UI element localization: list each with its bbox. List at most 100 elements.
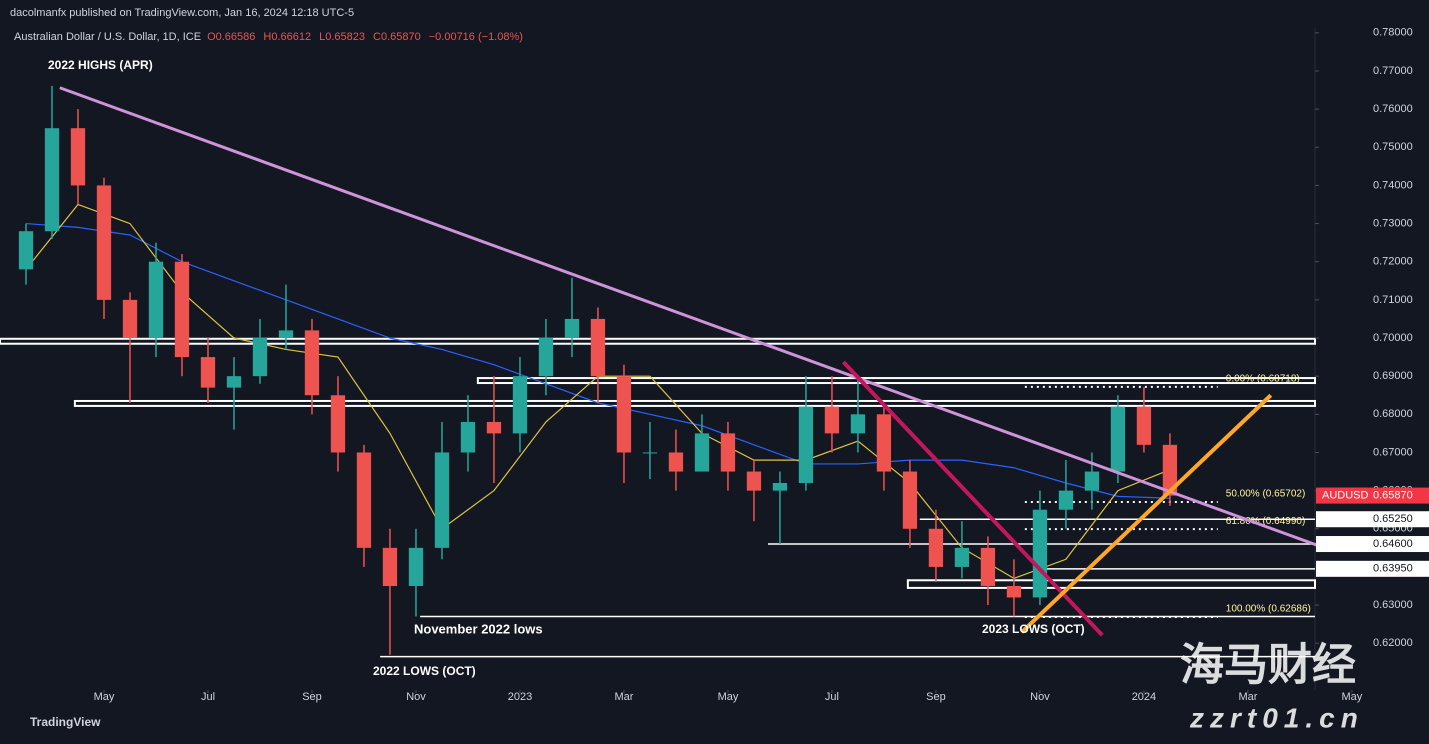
candle-body — [694, 433, 710, 472]
y-tick-label: 0.78000 — [1373, 27, 1413, 39]
x-tick-label: May — [718, 691, 739, 703]
trendline — [59, 86, 1318, 547]
y-tick-label: 0.63000 — [1373, 599, 1413, 611]
legend-value: H0.66612 — [263, 31, 311, 43]
axes: 0.78000 0.77000 0.76000 0.75000 0.74000 0.730… — [94, 27, 1429, 703]
x-tick-label: 2023 — [508, 691, 532, 703]
y-tick-label: 0.73000 — [1373, 217, 1413, 229]
candle-body — [564, 318, 580, 339]
y-tick-label: 0.77000 — [1373, 65, 1413, 77]
x-tick-label: Mar — [614, 691, 633, 703]
annotation: November 2022 lows — [414, 621, 543, 636]
annotation: 2022 HIGHS (APR) — [48, 58, 153, 72]
x-tick-label: May — [1342, 691, 1363, 703]
legend-value: C0.65870 — [373, 31, 421, 43]
candle-body — [772, 482, 788, 491]
price-label: 0.64600 — [1373, 538, 1413, 550]
y-tick-label: 0.74000 — [1373, 179, 1413, 191]
candle-body — [70, 128, 86, 186]
watermark: 海马财经 — [1180, 641, 1356, 690]
candle-body — [278, 330, 294, 339]
candle-body — [746, 471, 762, 491]
candle-body — [18, 231, 34, 270]
candle-body — [1032, 509, 1048, 598]
legend-value: O0.66586 — [207, 31, 255, 43]
y-tick-label: 0.62000 — [1373, 637, 1413, 649]
x-tick-label: May — [94, 691, 115, 703]
candle-body — [460, 421, 476, 453]
candle-body — [642, 452, 658, 454]
candle-body — [174, 261, 190, 358]
candle-body — [616, 376, 632, 453]
candle-body — [798, 406, 814, 483]
trendline — [841, 360, 1104, 637]
candle-body — [44, 128, 60, 232]
candle-body — [252, 338, 268, 377]
x-tick-label: Sep — [926, 691, 946, 703]
x-tick-label: Jul — [825, 691, 839, 703]
candle-body — [148, 261, 164, 339]
fib-label: 100.00% (0.62686) — [1226, 604, 1311, 615]
x-tick-label: Nov — [406, 691, 426, 703]
candle-body — [356, 452, 372, 548]
candle-body — [538, 338, 554, 377]
candle-body — [304, 330, 320, 396]
price-label-box — [1316, 511, 1429, 528]
candle-body — [928, 528, 944, 567]
plot-area: 0.00% (0.68718) 50.00% (0.65702) 61.80% (0… — [0, 85, 1318, 658]
candle-body — [330, 395, 346, 453]
candle-body — [824, 406, 840, 434]
candle-body — [1162, 444, 1178, 496]
y-tick-label: 0.72000 — [1373, 256, 1413, 268]
y-tick-label: 0.69000 — [1373, 370, 1413, 382]
candle-body — [122, 299, 138, 339]
legend-value: L0.65823 — [319, 31, 365, 43]
candle-body — [850, 414, 866, 434]
candle-body — [954, 547, 970, 567]
publisher: dacolmanfx published on TradingView.com,… — [10, 7, 354, 19]
candle-body — [902, 471, 918, 529]
y-tick-label: 0.68000 — [1373, 408, 1413, 420]
x-tick-label: Jul — [201, 691, 215, 703]
moving-average — [25, 222, 1170, 499]
symbol-title: Australian Dollar / U.S. Dollar, 1D, ICE — [14, 31, 201, 43]
fib-label: 0.00% (0.68718) — [1226, 374, 1300, 385]
candle-body — [980, 547, 996, 586]
fib-label: 61.80% (0.64990) — [1226, 516, 1306, 527]
candle-body — [226, 376, 242, 388]
last-price-label: 0.65870 — [1373, 489, 1413, 501]
watermark: zzrt01.cn — [1189, 702, 1364, 733]
y-tick-label: 0.71000 — [1373, 294, 1413, 306]
annotation: 2022 LOWS (OCT) — [373, 664, 476, 678]
candle-body — [200, 357, 216, 388]
zone — [906, 579, 1316, 589]
price-label: 0.63950 — [1373, 563, 1413, 575]
candle-body — [1136, 406, 1152, 445]
legend-value: −0.00716 (−1.08%) — [429, 31, 523, 43]
candle-body — [434, 452, 450, 548]
last-price-name: AUDUSD — [1322, 489, 1369, 501]
candle-body — [590, 318, 606, 377]
candle-body — [1006, 585, 1022, 598]
last-price-name-box — [1320, 487, 1368, 504]
y-tick-label: 0.75000 — [1373, 141, 1413, 153]
candle-body — [876, 414, 892, 472]
footer-logo: TradingView — [30, 715, 101, 729]
price-label-box — [1316, 560, 1429, 577]
x-tick-label: 2024 — [1132, 691, 1156, 703]
x-tick-label: Sep — [302, 691, 322, 703]
candle-body — [720, 433, 736, 472]
x-tick-label: Mar — [1238, 691, 1257, 703]
price-label: 0.65250 — [1373, 513, 1413, 525]
candle-body — [408, 547, 424, 586]
candle-body — [96, 185, 112, 300]
candle-body — [512, 376, 528, 434]
fib-label: 50.00% (0.65702) — [1226, 489, 1306, 500]
zone — [476, 377, 1316, 385]
y-tick-label: 0.67000 — [1373, 446, 1413, 458]
zone — [73, 399, 1316, 407]
candle-body — [486, 421, 502, 434]
candle-body — [1058, 490, 1074, 510]
candle-body — [1084, 471, 1100, 491]
